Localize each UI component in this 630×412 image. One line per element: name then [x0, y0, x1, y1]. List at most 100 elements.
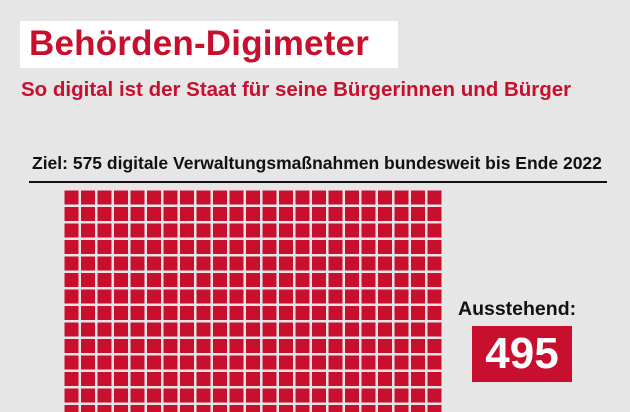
waffle-grid [64, 190, 444, 412]
pending-badge [472, 326, 572, 382]
waffle-cell [312, 339, 326, 353]
waffle-cell [246, 273, 260, 287]
waffle-cell [213, 273, 227, 287]
waffle-cell [213, 405, 227, 412]
waffle-cell [345, 388, 359, 403]
waffle-cell [97, 372, 112, 386]
waffle-cell [427, 273, 442, 287]
waffle-cell [246, 240, 260, 254]
waffle-cell [81, 207, 95, 221]
waffle-cell [81, 223, 95, 238]
waffle-cell [427, 405, 442, 412]
waffle-cell [213, 322, 227, 337]
waffle-cell [97, 289, 112, 304]
waffle-cell [196, 322, 211, 337]
waffle-cell [411, 355, 425, 370]
waffle-cell [163, 405, 178, 412]
waffle-cell [312, 306, 326, 320]
waffle-cell [279, 223, 293, 238]
waffle-cell [114, 207, 128, 221]
waffle-cell [394, 289, 409, 304]
waffle-cell [81, 405, 95, 412]
waffle-cell [394, 405, 409, 412]
waffle-cell [394, 306, 409, 320]
waffle-cell [81, 339, 95, 353]
waffle-cell [295, 207, 310, 221]
waffle-cell [262, 405, 277, 412]
title-background [20, 21, 398, 68]
waffle-cell [295, 289, 310, 304]
waffle-cell [345, 372, 359, 386]
waffle-cell [229, 405, 244, 412]
waffle-cell [345, 405, 359, 412]
waffle-cell [361, 256, 376, 271]
waffle-cell [328, 388, 343, 403]
waffle-cell [213, 256, 227, 271]
waffle-cell [196, 240, 211, 254]
waffle-cell [130, 405, 145, 412]
waffle-cell [196, 372, 211, 386]
waffle-cell [345, 339, 359, 353]
waffle-cell [427, 355, 442, 370]
waffle-cell [295, 339, 310, 353]
waffle-cell [196, 339, 211, 353]
waffle-cell [295, 306, 310, 320]
waffle-cell [378, 289, 392, 304]
waffle-cell [262, 306, 277, 320]
waffle-cell [312, 273, 326, 287]
waffle-cell [147, 190, 161, 205]
waffle-cell [279, 207, 293, 221]
waffle-cell [295, 355, 310, 370]
waffle-cell [328, 190, 343, 205]
waffle-cell [361, 372, 376, 386]
waffle-cell [180, 322, 194, 337]
waffle-cell [262, 207, 277, 221]
waffle-cell [130, 388, 145, 403]
waffle-cell [279, 190, 293, 205]
waffle-cell [427, 207, 442, 221]
waffle-cell [246, 289, 260, 304]
waffle-cell [295, 190, 310, 205]
waffle-cell [147, 306, 161, 320]
waffle-cell [97, 207, 112, 221]
waffle-cell [130, 372, 145, 386]
waffle-cell [229, 289, 244, 304]
waffle-cell [345, 207, 359, 221]
waffle-cell [295, 322, 310, 337]
waffle-cell [312, 207, 326, 221]
waffle-cell [279, 405, 293, 412]
waffle-cell [229, 256, 244, 271]
waffle-cell [312, 240, 326, 254]
waffle-cell [97, 405, 112, 412]
waffle-cell [295, 223, 310, 238]
waffle-cell [411, 289, 425, 304]
waffle-cell [196, 256, 211, 271]
waffle-cell [163, 388, 178, 403]
waffle-cell [229, 273, 244, 287]
waffle-cell [180, 339, 194, 353]
waffle-cell [81, 273, 95, 287]
waffle-cell [64, 256, 79, 271]
waffle-cell [81, 256, 95, 271]
waffle-cell [361, 190, 376, 205]
waffle-cell [147, 273, 161, 287]
waffle-cell [246, 223, 260, 238]
waffle-cell [262, 289, 277, 304]
waffle-cell [345, 190, 359, 205]
waffle-cell [411, 388, 425, 403]
waffle-cell [312, 355, 326, 370]
waffle-cell [163, 289, 178, 304]
waffle-cell [81, 372, 95, 386]
waffle-cell [279, 372, 293, 386]
waffle-cell [81, 355, 95, 370]
waffle-cell [180, 223, 194, 238]
waffle-cell [427, 372, 442, 386]
waffle-cell [147, 289, 161, 304]
waffle-cell [328, 223, 343, 238]
waffle-cell [411, 240, 425, 254]
waffle-cell [427, 388, 442, 403]
waffle-cell [262, 339, 277, 353]
waffle-cell [163, 223, 178, 238]
waffle-cell [246, 355, 260, 370]
